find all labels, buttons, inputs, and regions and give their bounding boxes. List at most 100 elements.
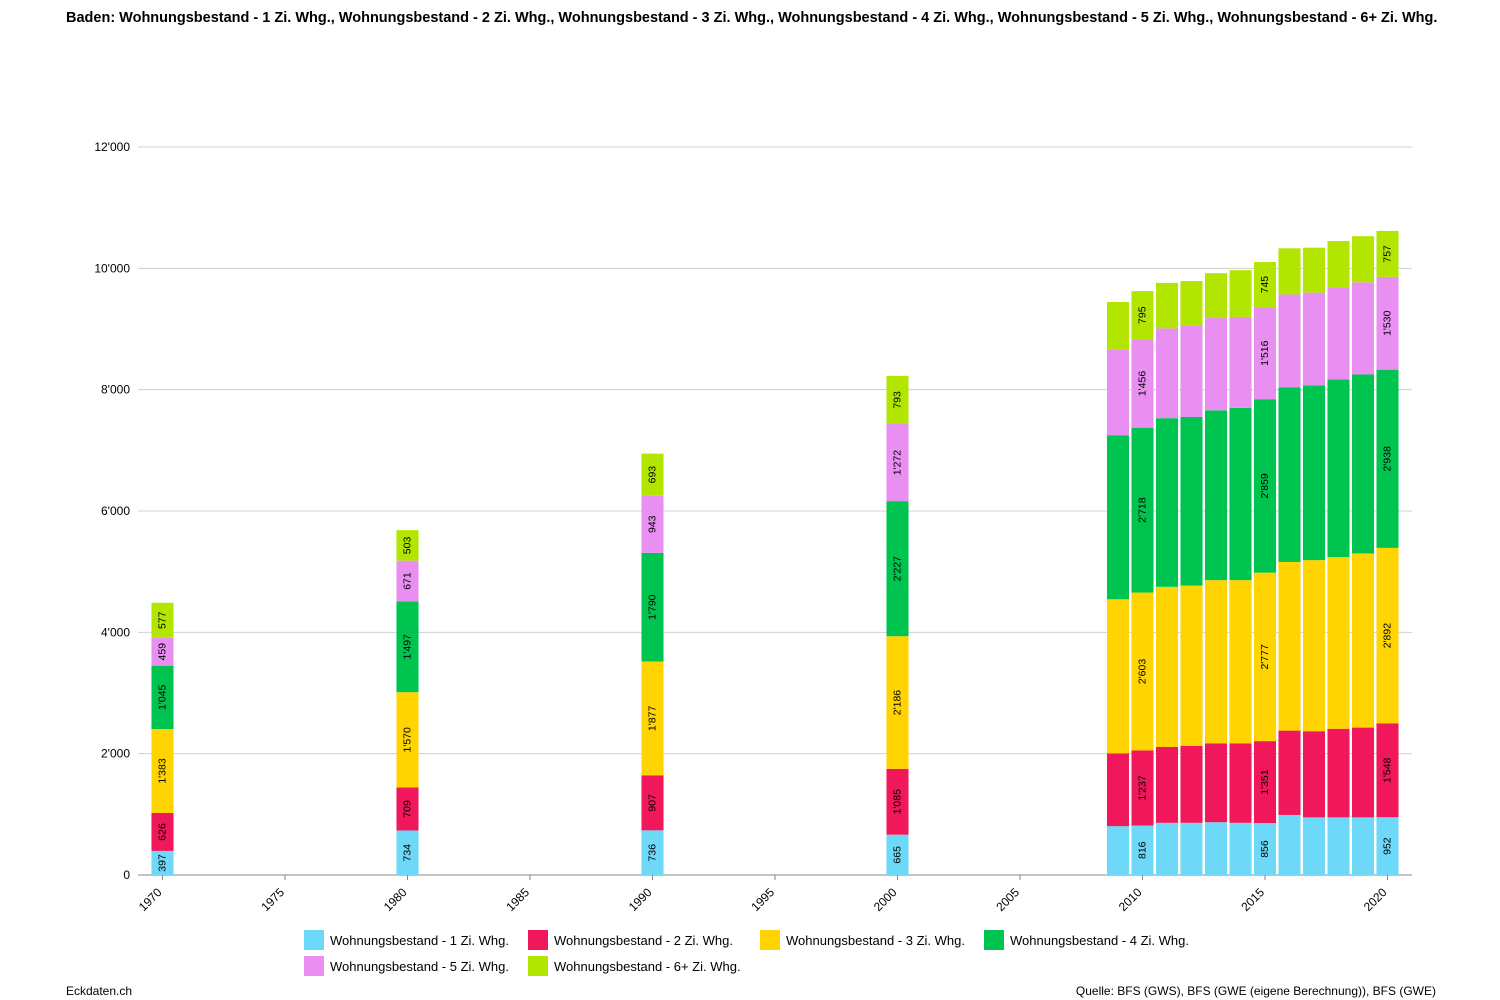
legend-item: Wohnungsbestand - 4 Zi. Whg. bbox=[984, 930, 1189, 950]
legend-label: Wohnungsbestand - 3 Zi. Whg. bbox=[786, 932, 965, 948]
bar-segment bbox=[1253, 572, 1277, 742]
bar-value-label: 795 bbox=[1136, 306, 1148, 324]
bar-segment bbox=[1351, 236, 1375, 283]
bar-segment bbox=[1131, 592, 1154, 751]
legend-label: Wohnungsbestand - 2 Zi. Whg. bbox=[554, 932, 733, 948]
bar-value-label: 577 bbox=[156, 611, 168, 629]
bar-segment bbox=[1302, 292, 1326, 386]
x-tick-label: 2010 bbox=[1116, 885, 1145, 914]
bar-segment bbox=[1180, 281, 1203, 326]
bar-segment bbox=[1351, 817, 1375, 875]
bar-segment bbox=[1376, 276, 1399, 370]
bar-segment bbox=[1376, 547, 1399, 724]
legend-item: Wohnungsbestand - 6+ Zi. Whg. bbox=[528, 956, 741, 976]
bar-value-labels: 397 626 1'383 1'045 459 577 734 709 1'570 1'497 67… bbox=[156, 245, 1393, 872]
bar-value-label: 943 bbox=[646, 515, 658, 533]
bar-value-label: 736 bbox=[646, 844, 658, 862]
bar-segment bbox=[886, 636, 909, 769]
bar-segment bbox=[1229, 822, 1252, 875]
bar-value-label: 1'497 bbox=[401, 634, 413, 660]
bar-segment bbox=[1253, 741, 1277, 824]
bar-value-label: 1'272 bbox=[891, 450, 903, 476]
bar-value-label: 626 bbox=[156, 823, 168, 841]
y-tick-label: 6'000 bbox=[101, 504, 130, 518]
bar-value-label: 1'456 bbox=[1136, 371, 1148, 397]
bar-segment bbox=[641, 775, 664, 831]
bar-value-label: 503 bbox=[401, 537, 413, 555]
y-tick-label: 4'000 bbox=[101, 625, 130, 639]
bar-segment bbox=[1302, 385, 1326, 561]
footer-brand: Eckdaten.ch bbox=[66, 984, 133, 998]
bar-value-label: 2'603 bbox=[1136, 659, 1148, 685]
x-axis-tick-labels: 1970 1975 1980 1985 1990 1995 2000 2005 2010 2015… bbox=[136, 875, 1390, 914]
bar-segment bbox=[1351, 374, 1375, 554]
bar-segment bbox=[1180, 822, 1203, 875]
bar-segment bbox=[396, 692, 419, 788]
bars bbox=[151, 230, 1399, 875]
bar-segment bbox=[1229, 316, 1252, 408]
bar-segment bbox=[1204, 580, 1228, 744]
legend-label: Wohnungsbestand - 1 Zi. Whg. bbox=[330, 932, 509, 948]
bar-segment bbox=[1131, 339, 1154, 428]
x-tick-label: 2000 bbox=[871, 885, 900, 914]
bar-value-label: 1'351 bbox=[1259, 769, 1271, 795]
bar-segment bbox=[1106, 599, 1130, 754]
legend-label: Wohnungsbestand - 5 Zi. Whg. bbox=[330, 958, 509, 974]
bar-segment bbox=[1106, 826, 1130, 875]
bar-segment bbox=[1327, 241, 1350, 288]
bar-segment bbox=[1131, 825, 1154, 875]
bar-value-label: 2'227 bbox=[891, 556, 903, 582]
bar-segment bbox=[151, 850, 174, 875]
bar-segment bbox=[1204, 273, 1228, 319]
bar-segment bbox=[1278, 294, 1301, 388]
bar-value-label: 952 bbox=[1381, 837, 1393, 855]
legend-swatch bbox=[304, 956, 324, 976]
bar-segment bbox=[1351, 282, 1375, 375]
bar-segment bbox=[1302, 731, 1326, 818]
bar-value-label: 709 bbox=[401, 800, 413, 818]
bar-value-label: 816 bbox=[1136, 841, 1148, 859]
bar-value-label: 1'548 bbox=[1381, 757, 1393, 783]
bar-value-label: 856 bbox=[1259, 840, 1271, 858]
bar-segment bbox=[641, 552, 664, 662]
y-tick-label: 2'000 bbox=[101, 747, 130, 761]
legend-item: Wohnungsbestand - 2 Zi. Whg. bbox=[528, 930, 733, 950]
bar-segment bbox=[886, 501, 909, 637]
bar-segment bbox=[641, 661, 664, 776]
bar-value-label: 1'570 bbox=[401, 727, 413, 753]
y-tick-label: 8'000 bbox=[101, 383, 130, 397]
bar-segment bbox=[1278, 248, 1301, 295]
bar-value-label: 745 bbox=[1259, 276, 1271, 294]
bar-segment bbox=[1155, 282, 1179, 329]
bar-segment bbox=[396, 601, 419, 693]
legend-label: Wohnungsbestand - 4 Zi. Whg. bbox=[1010, 932, 1189, 948]
bar-segment bbox=[1302, 247, 1326, 293]
x-tick-label: 1995 bbox=[748, 885, 777, 914]
bar-segment bbox=[1376, 723, 1399, 818]
y-axis-tick-labels: 0 2'000 4'000 6'000 8'000 10'000 12'000 bbox=[94, 140, 130, 882]
bar-value-label: 459 bbox=[156, 643, 168, 661]
bar-segment bbox=[396, 530, 419, 561]
bar-segment bbox=[1155, 328, 1179, 419]
bar-value-label: 2'777 bbox=[1259, 644, 1271, 670]
legend-swatch bbox=[528, 956, 548, 976]
bar-value-label: 1'085 bbox=[891, 789, 903, 815]
bar-segment bbox=[1327, 728, 1350, 818]
bar-segment bbox=[1204, 743, 1228, 823]
bar-segment bbox=[1106, 435, 1130, 600]
bar-value-label: 397 bbox=[156, 854, 168, 872]
bar-segment bbox=[1253, 823, 1277, 875]
bar-segment bbox=[1204, 822, 1228, 875]
bar-segment bbox=[641, 453, 664, 496]
x-tick-label: 2020 bbox=[1361, 885, 1390, 914]
bar-segment bbox=[1327, 287, 1350, 380]
bar-segment bbox=[1229, 270, 1252, 317]
bar-segment bbox=[886, 423, 909, 502]
legend-label: Wohnungsbestand - 6+ Zi. Whg. bbox=[554, 958, 741, 974]
bar-segment bbox=[641, 830, 664, 875]
x-tick-label: 1985 bbox=[503, 885, 532, 914]
bar-segment bbox=[1155, 746, 1179, 823]
bar-segment bbox=[1180, 325, 1203, 417]
bar-segment bbox=[1278, 561, 1301, 731]
bar-segment bbox=[886, 834, 909, 875]
